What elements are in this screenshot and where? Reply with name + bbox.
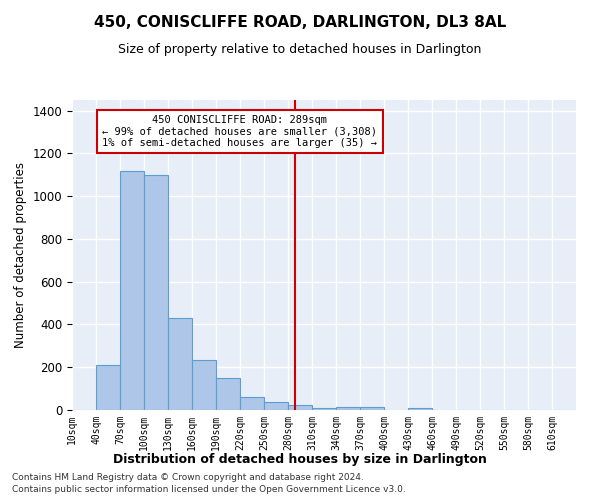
- Bar: [312, 408, 336, 410]
- Text: Size of property relative to detached houses in Darlington: Size of property relative to detached ho…: [118, 42, 482, 56]
- Text: Distribution of detached houses by size in Darlington: Distribution of detached houses by size …: [113, 452, 487, 466]
- Bar: [408, 408, 432, 410]
- Text: Contains HM Land Registry data © Crown copyright and database right 2024.: Contains HM Land Registry data © Crown c…: [12, 473, 364, 482]
- Bar: [168, 318, 192, 410]
- Y-axis label: Number of detached properties: Number of detached properties: [14, 162, 27, 348]
- Bar: [120, 170, 144, 410]
- Bar: [96, 365, 120, 410]
- Bar: [144, 175, 168, 410]
- Bar: [264, 402, 288, 410]
- Bar: [192, 360, 216, 410]
- Text: 450, CONISCLIFFE ROAD, DARLINGTON, DL3 8AL: 450, CONISCLIFFE ROAD, DARLINGTON, DL3 8…: [94, 15, 506, 30]
- Bar: [336, 407, 360, 410]
- Bar: [240, 397, 264, 410]
- Text: Contains public sector information licensed under the Open Government Licence v3: Contains public sector information licen…: [12, 486, 406, 494]
- Bar: [216, 378, 240, 410]
- Text: 450 CONISCLIFFE ROAD: 289sqm
← 99% of detached houses are smaller (3,308)
1% of : 450 CONISCLIFFE ROAD: 289sqm ← 99% of de…: [103, 115, 377, 148]
- Bar: [288, 404, 312, 410]
- Bar: [360, 407, 384, 410]
